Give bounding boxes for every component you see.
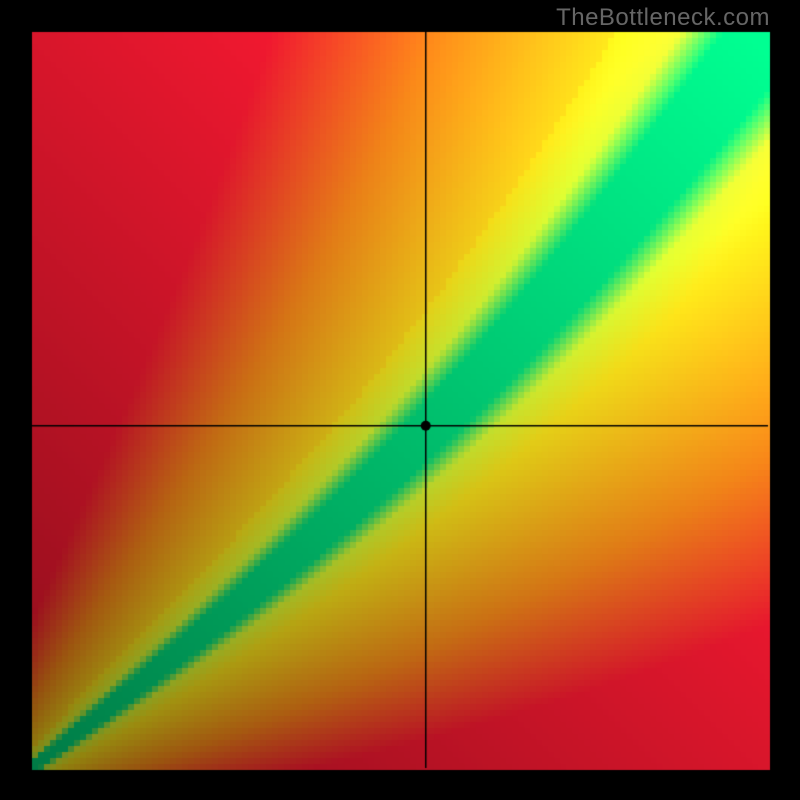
chart-container: TheBottleneck.com	[0, 0, 800, 800]
bottleneck-heatmap	[0, 0, 800, 800]
watermark-text: TheBottleneck.com	[556, 4, 770, 32]
